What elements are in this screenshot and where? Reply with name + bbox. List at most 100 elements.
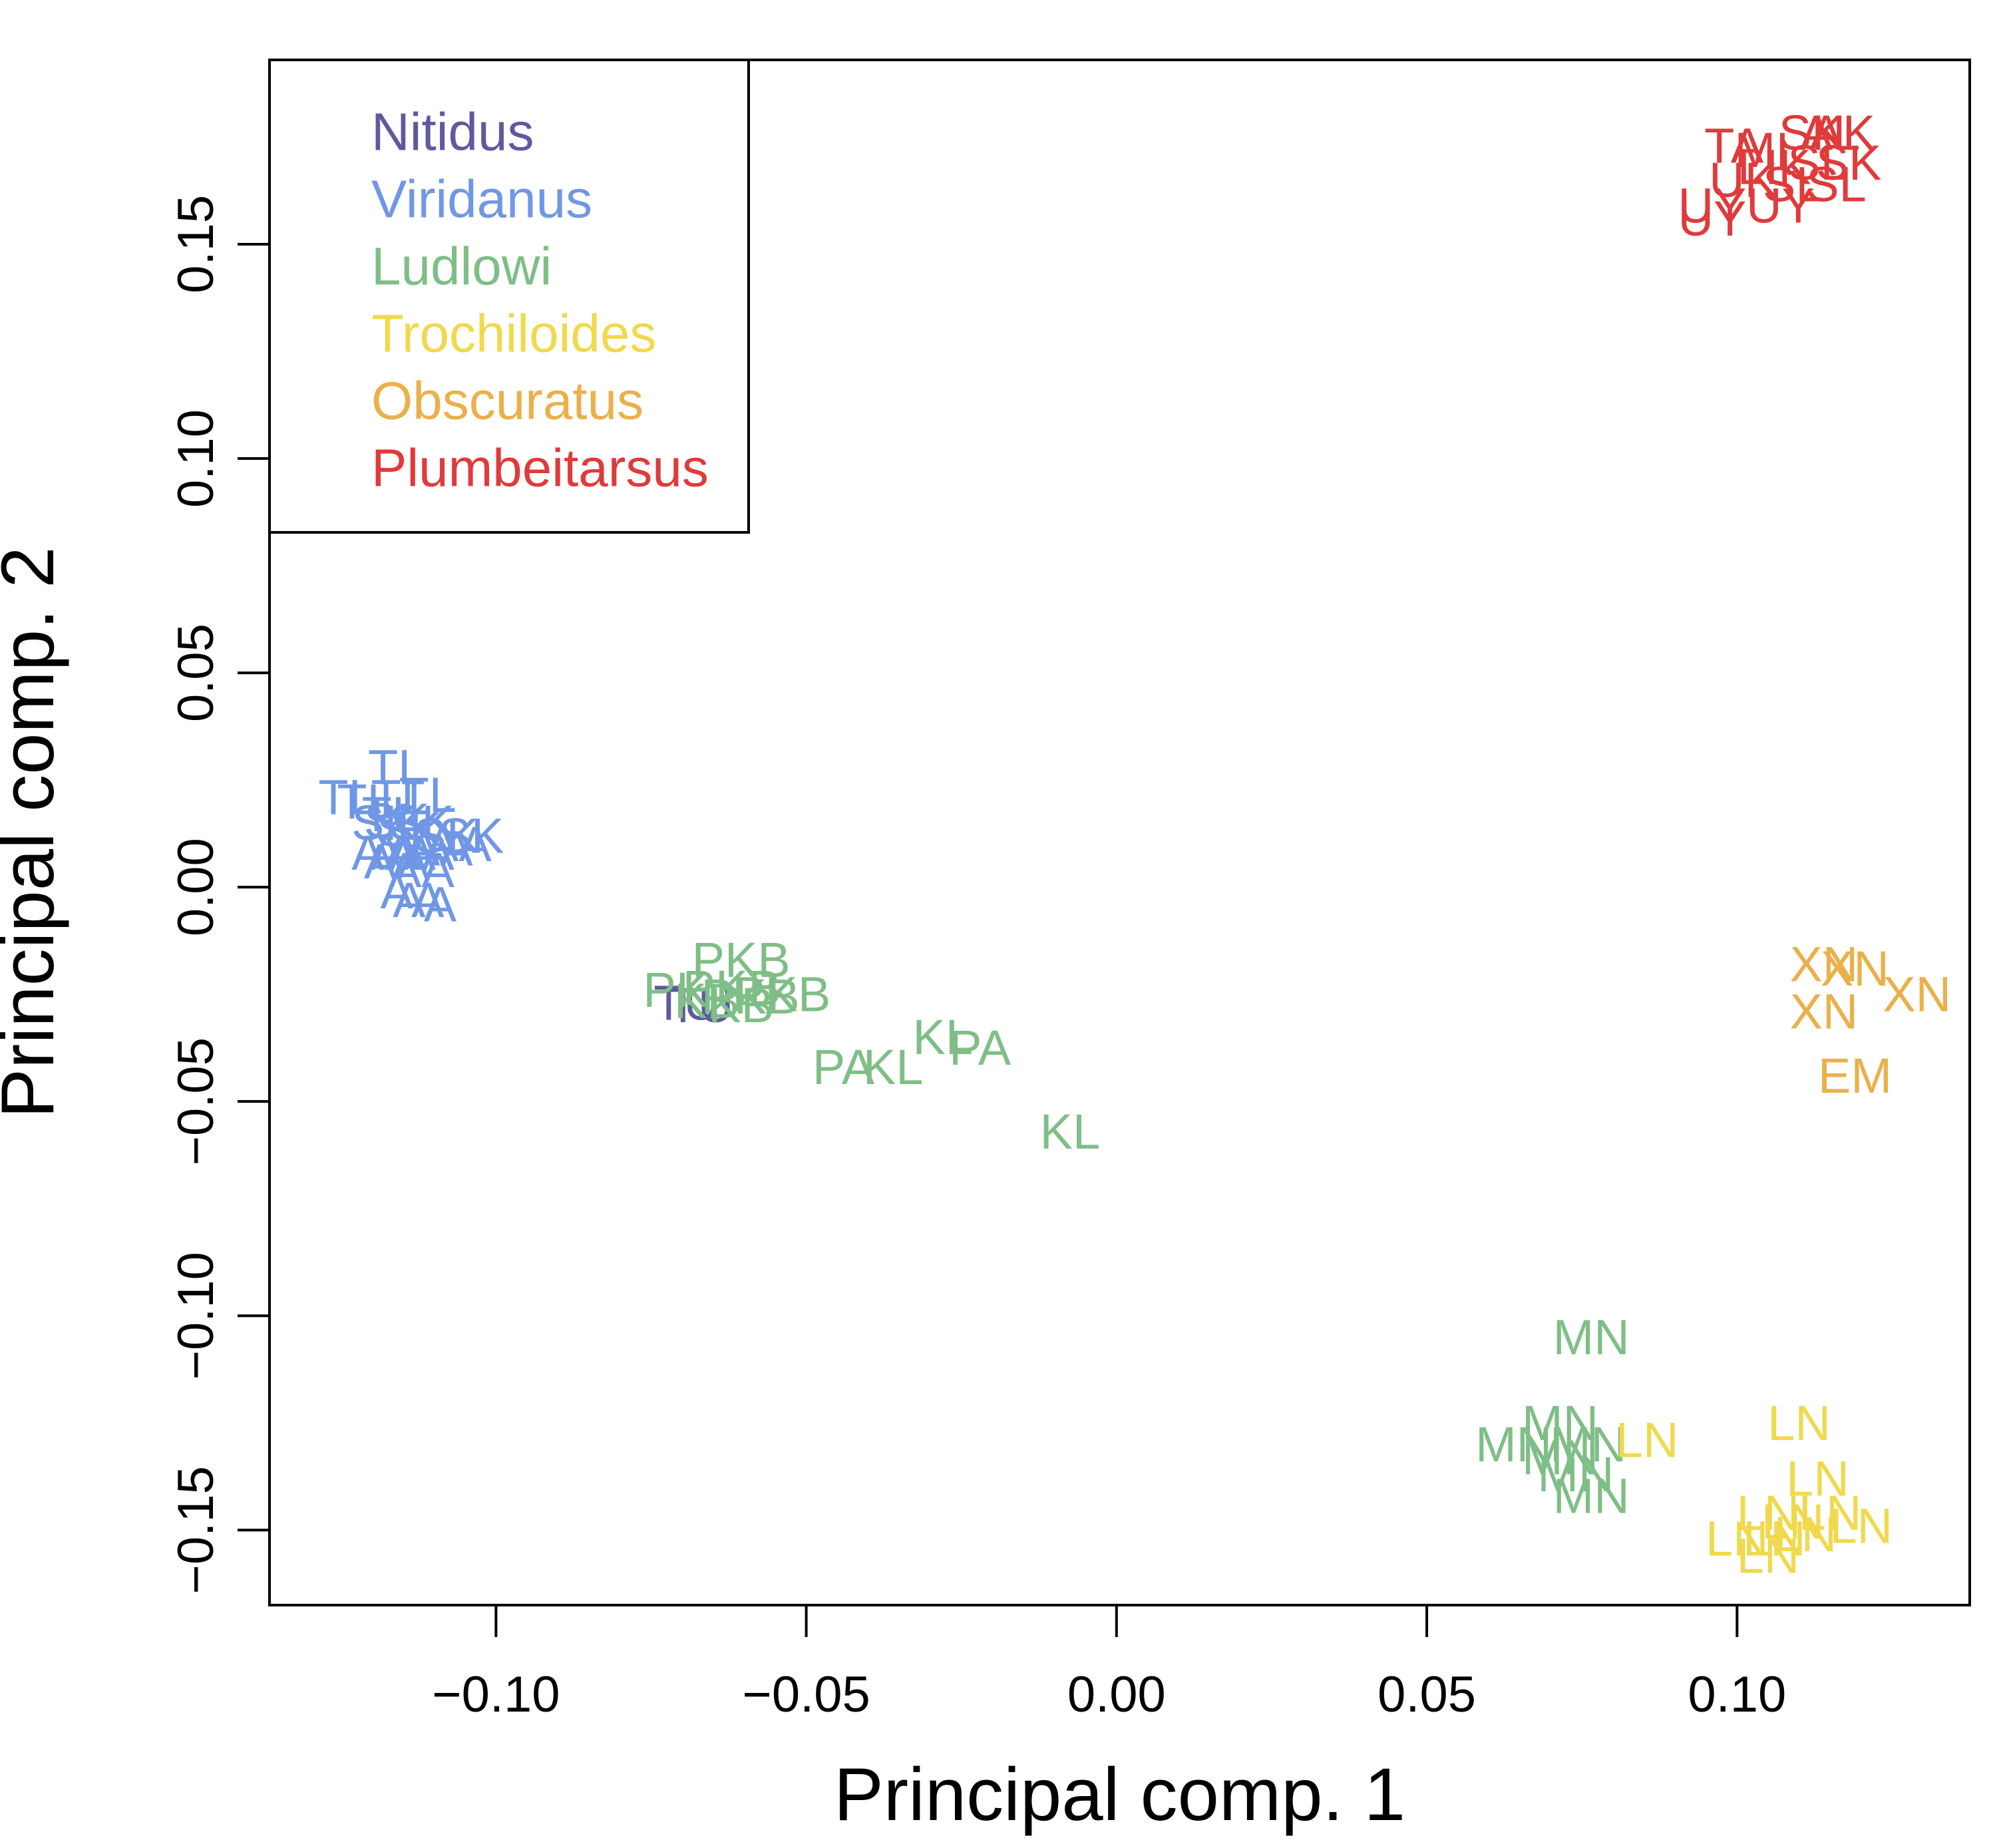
data-marks: TUTUTLTLTLTLTLTLSKSKSKSKSKSKAAAAAAAAAAAA… <box>318 105 1951 1583</box>
legend-entry-nitidus: Nitidus <box>371 102 534 162</box>
data-point-viridanus: SK <box>389 795 455 850</box>
data-point-viridanus: A <box>393 872 426 928</box>
data-point-plumbeitarsus: UK <box>1709 152 1777 208</box>
data-point-viridanus: A <box>424 876 457 932</box>
data-point-viridanus: A <box>411 872 445 928</box>
data-point-viridanus: TL <box>337 774 394 829</box>
x-axis-title: Principal comp. 1 <box>834 1753 1405 1836</box>
data-point-trochiloides: LN <box>1774 1507 1837 1562</box>
data-point-trochiloides: LN <box>1737 1528 1800 1583</box>
data-point-ludlowi: PKB <box>732 967 830 1022</box>
data-point-viridanus: TL <box>371 769 429 825</box>
data-point-ludlowi: MN <box>1553 1310 1630 1365</box>
data-point-trochiloides: LN <box>1799 1485 1862 1541</box>
data-point-ludlowi: MN <box>1522 1395 1598 1451</box>
x-tick-label: 0.00 <box>1067 1666 1166 1723</box>
data-point-plumbeitarsus: MI <box>1735 122 1789 178</box>
data-point-trochiloides: LN <box>1761 1494 1825 1549</box>
data-point-plumbeitarsus: UY <box>1678 191 1747 246</box>
x-tick-label: 0.05 <box>1377 1666 1476 1723</box>
data-point-trochiloides: LN <box>1830 1498 1893 1553</box>
data-point-plumbeitarsus: SL <box>1787 135 1848 190</box>
legend: Nitidus Viridanus Ludlowi Trochiloides Obscu… <box>268 59 750 534</box>
data-point-ludlowi: KL <box>863 1039 924 1095</box>
data-point-plumbeitarsus: SL <box>1763 156 1823 212</box>
data-point-obscuratus: XN <box>1883 967 1951 1022</box>
x-axis: −0.10 −0.05 0.00 0.05 0.10 <box>432 1605 1786 1723</box>
data-point-viridanus: AA <box>351 825 417 880</box>
y-axis: −0.15 −0.10 −0.05 0.00 0.05 0.10 0.15 <box>168 195 270 1594</box>
legend-entry-obscuratus: Obscuratus <box>371 371 643 431</box>
data-point-ludlowi: PKB <box>692 932 791 988</box>
data-point-ludlowi: PK <box>643 962 709 1017</box>
data-point-ludlowi: MN <box>1553 1468 1630 1523</box>
y-tick-label: 0.00 <box>168 838 224 936</box>
legend-entry-plumbeitarsus: Plumbeitarsus <box>371 439 709 498</box>
data-point-viridanus: SK <box>413 808 479 863</box>
data-point-plumbeitarsus: AL <box>1800 105 1861 160</box>
y-tick-label: 0.05 <box>168 624 224 722</box>
data-point-plumbeitarsus: UY <box>1746 178 1815 233</box>
data-point-ludlowi: MN <box>1522 1429 1598 1485</box>
data-point-ludlowi: KL <box>1040 1104 1101 1159</box>
data-point-ludlowi: MN <box>1537 1447 1614 1502</box>
data-point-ludlowi: MN <box>1550 1417 1626 1472</box>
y-axis-title: Principal comp. 2 <box>0 546 69 1118</box>
data-point-plumbeitarsus: AK <box>1809 105 1875 160</box>
data-point-viridanus: SK <box>439 808 504 863</box>
data-point-trochiloides: LN <box>1616 1413 1679 1468</box>
x-tick-label: 0.10 <box>1688 1666 1786 1723</box>
y-tick-label: −0.15 <box>168 1466 224 1594</box>
legend-entry-ludlowi: Ludlowi <box>371 237 552 296</box>
data-point-ludlowi: PA <box>813 1039 875 1095</box>
data-point-viridanus: AA <box>364 834 430 889</box>
data-point-trochiloides: LN <box>1786 1451 1849 1506</box>
data-point-nitidus: TU <box>668 978 734 1033</box>
data-point-nitidus: TU <box>653 976 719 1031</box>
data-point-viridanus: TL <box>368 739 425 795</box>
legend-entry-viridanus: Viridanus <box>371 170 592 229</box>
data-point-ludlowi: PA <box>949 1020 1011 1075</box>
data-point-viridanus: SK <box>376 802 442 857</box>
data-point-trochiloides: LN <box>1706 1511 1769 1567</box>
data-point-trochiloides: LN <box>1767 1395 1831 1451</box>
data-point-viridanus: AA <box>389 825 455 880</box>
data-point-plumbeitarsus: LIK <box>1737 140 1811 195</box>
data-point-plumbeitarsus: SK <box>1816 135 1882 190</box>
data-point-trochiloides: LN <box>1743 1511 1806 1567</box>
data-point-viridanus: AA <box>407 821 473 876</box>
data-point-viridanus: TL <box>318 769 375 825</box>
data-point-trochiloides: LN <box>1737 1485 1800 1541</box>
data-point-obscuratus: EM <box>1818 1048 1892 1103</box>
data-point-viridanus: A <box>380 864 413 919</box>
plot-frame <box>268 59 1971 1606</box>
legend-box <box>268 59 750 534</box>
data-point-viridanus: AA <box>389 842 455 898</box>
data-point-ludlowi: KL <box>912 1010 973 1065</box>
x-tick-label: −0.10 <box>432 1666 560 1723</box>
data-point-viridanus: SK <box>351 795 417 850</box>
data-point-obscuratus: XN <box>1821 941 1889 996</box>
data-point-viridanus: TL <box>399 767 456 823</box>
data-point-obscuratus: XN <box>1789 937 1858 992</box>
data-point-plumbeitarsus: SL <box>1806 156 1867 212</box>
data-point-viridanus: AA <box>426 817 492 872</box>
data-point-viridanus: TL <box>362 787 419 842</box>
data-point-obscuratus: XN <box>1789 984 1858 1039</box>
y-tick-label: −0.10 <box>168 1252 224 1380</box>
x-tick-label: −0.05 <box>742 1666 870 1723</box>
y-tick-label: 0.10 <box>168 409 224 508</box>
data-point-ludlowi: PKB <box>683 960 781 1016</box>
data-point-plumbeitarsus: TA <box>1704 118 1764 173</box>
legend-entry-trochiloides: Trochiloides <box>371 304 656 363</box>
y-tick-label: 0.15 <box>168 195 224 293</box>
y-tick-label: −0.05 <box>168 1037 224 1165</box>
data-point-viridanus: SK <box>364 793 430 848</box>
data-point-plumbeitarsus: UY <box>1678 178 1747 233</box>
data-point-ludlowi: KB <box>708 978 774 1033</box>
data-point-plumbeitarsus: SK <box>1779 105 1845 160</box>
data-point-ludlowi: MN <box>1475 1417 1552 1472</box>
data-point-viridanus: AA <box>370 825 436 880</box>
